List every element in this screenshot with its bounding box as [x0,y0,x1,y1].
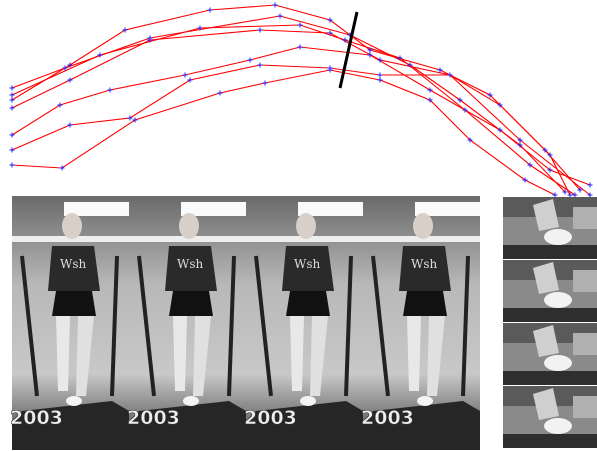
joint-marker [428,88,433,93]
closeup-strip [503,197,597,448]
closeup-frame [503,323,597,385]
joint-marker [298,45,303,50]
trajectory [12,5,580,190]
joint-marker [58,103,63,108]
page: Wsh 2003 2003 2003 2 [0,0,597,451]
joint-marker [258,28,263,33]
joint-marker [68,78,73,83]
trajectory [12,65,570,195]
frame-strip: 2003 2003 2003 2003 [10,196,480,450]
trajectories [10,3,593,198]
joint-marker [258,63,263,68]
timestamp: 2003 [10,407,63,429]
joint-marker [208,8,213,13]
joint-marker [10,106,15,111]
closeup-frame [503,260,597,322]
joint-marker [10,133,15,138]
timestamp: 2003 [127,407,180,429]
joint-marker [378,73,383,78]
joint-marker [10,98,15,103]
joint-marker [108,88,113,93]
joint-marker [10,163,15,168]
timestamp: 2003 [244,407,297,429]
joint-marker [183,73,188,78]
joint-marker [273,3,278,8]
joint-marker [248,58,253,63]
joint-marker [298,23,303,28]
joint-marker [218,91,223,96]
joint-marker [10,148,15,153]
joint-marker [278,14,283,19]
joint-marker [553,193,558,198]
joint-marker [10,93,15,98]
trajectory [12,25,575,195]
joint-marker [68,123,73,128]
joint-marker [378,78,383,83]
joint-marker [438,68,443,73]
closeup-frame [503,386,597,448]
figure: Wsh 2003 2003 2003 2 [0,0,597,451]
trajectory [12,16,565,192]
joint-marker [588,183,593,188]
timestamp: 2003 [361,407,414,429]
joint-marker [10,86,15,91]
closeup-frame [503,197,597,259]
cut-line [340,12,357,88]
joint-marker [263,81,268,86]
